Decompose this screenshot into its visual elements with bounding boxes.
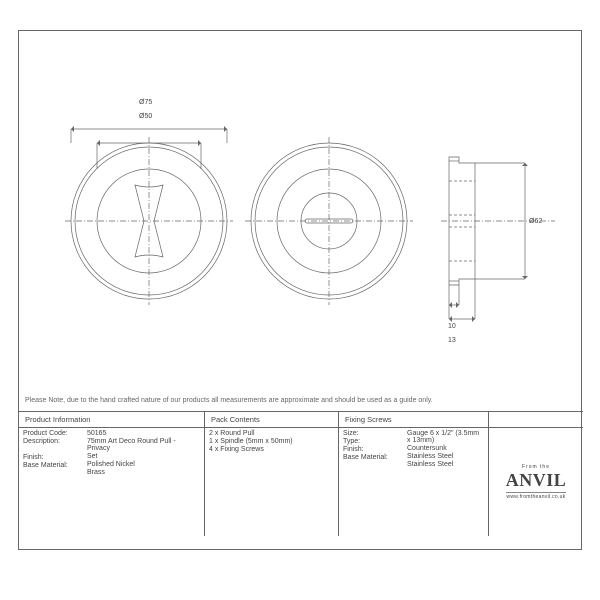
drawing-area: Ø75 Ø50 Ø62 10 13 <box>19 31 583 391</box>
logo-main: ANVIL <box>506 470 567 491</box>
slbl-fin: Finish: <box>343 446 407 453</box>
note-text: Please Note, due to the hand crafted nat… <box>25 397 433 404</box>
lbl-code: Product Code: <box>23 430 87 437</box>
slbl-base: Base Material: <box>343 454 407 461</box>
sval-type: Countersunk <box>407 445 484 452</box>
drawing-frame: Ø75 Ø50 Ø62 10 13 Please Note, due to th… <box>18 30 582 550</box>
hdr-product: Product Information <box>19 412 205 427</box>
val-code: 50165 <box>87 430 200 437</box>
spec-table: Product Information Pack Contents Fixing… <box>19 411 583 536</box>
cell-screws: Size: Type: Finish: Base Material: Gauge… <box>339 428 489 536</box>
pack-3: 4 x Fixing Screws <box>209 446 334 453</box>
slbl-type: Type: <box>343 438 407 445</box>
dim-w13: 13 <box>448 337 456 344</box>
anvil-logo: From the ANVIL www.fromtheanvil.co.uk <box>506 464 567 500</box>
table-header-row: Product Information Pack Contents Fixing… <box>19 412 583 428</box>
hdr-logo <box>489 412 583 427</box>
val-base: Brass <box>87 469 200 476</box>
table-body-row: Product Code: Description: Finish: Base … <box>19 428 583 536</box>
lbl-desc: Description: <box>23 438 87 445</box>
hdr-screws: Fixing Screws <box>339 412 489 427</box>
hdr-pack: Pack Contents <box>205 412 339 427</box>
slbl-size: Size: <box>343 430 407 437</box>
val-desc2: Set <box>87 453 200 460</box>
dim-d75: Ø75 <box>139 99 152 106</box>
cell-product: Product Code: Description: Finish: Base … <box>19 428 205 536</box>
pack-1: 2 x Round Pull <box>209 430 334 437</box>
lbl-fin: Finish: <box>23 454 87 461</box>
dim-d50: Ø50 <box>139 113 152 120</box>
canvas: Ø75 Ø50 Ø62 10 13 Please Note, due to th… <box>0 0 600 600</box>
cell-logo: From the ANVIL www.fromtheanvil.co.uk <box>489 428 583 536</box>
val-fin: Polished Nickel <box>87 461 200 468</box>
view-front-thumbturn <box>19 31 583 391</box>
cell-pack: 2 x Round Pull 1 x Spindle (5mm x 50mm) … <box>205 428 339 536</box>
logo-sub: www.fromtheanvil.co.uk <box>506 492 567 500</box>
dim-w10: 10 <box>448 323 456 330</box>
dim-d62: Ø62 <box>529 218 542 225</box>
lbl-base: Base Material: <box>23 462 87 469</box>
sval-base: Stainless Steel <box>407 461 484 468</box>
val-desc1: 75mm Art Deco Round Pull - Privacy <box>87 438 200 452</box>
sval-size: Gauge 6 x 1/2" (3.5mm x 13mm) <box>407 430 484 444</box>
pack-2: 1 x Spindle (5mm x 50mm) <box>209 438 334 445</box>
sval-fin: Stainless Steel <box>407 453 484 460</box>
